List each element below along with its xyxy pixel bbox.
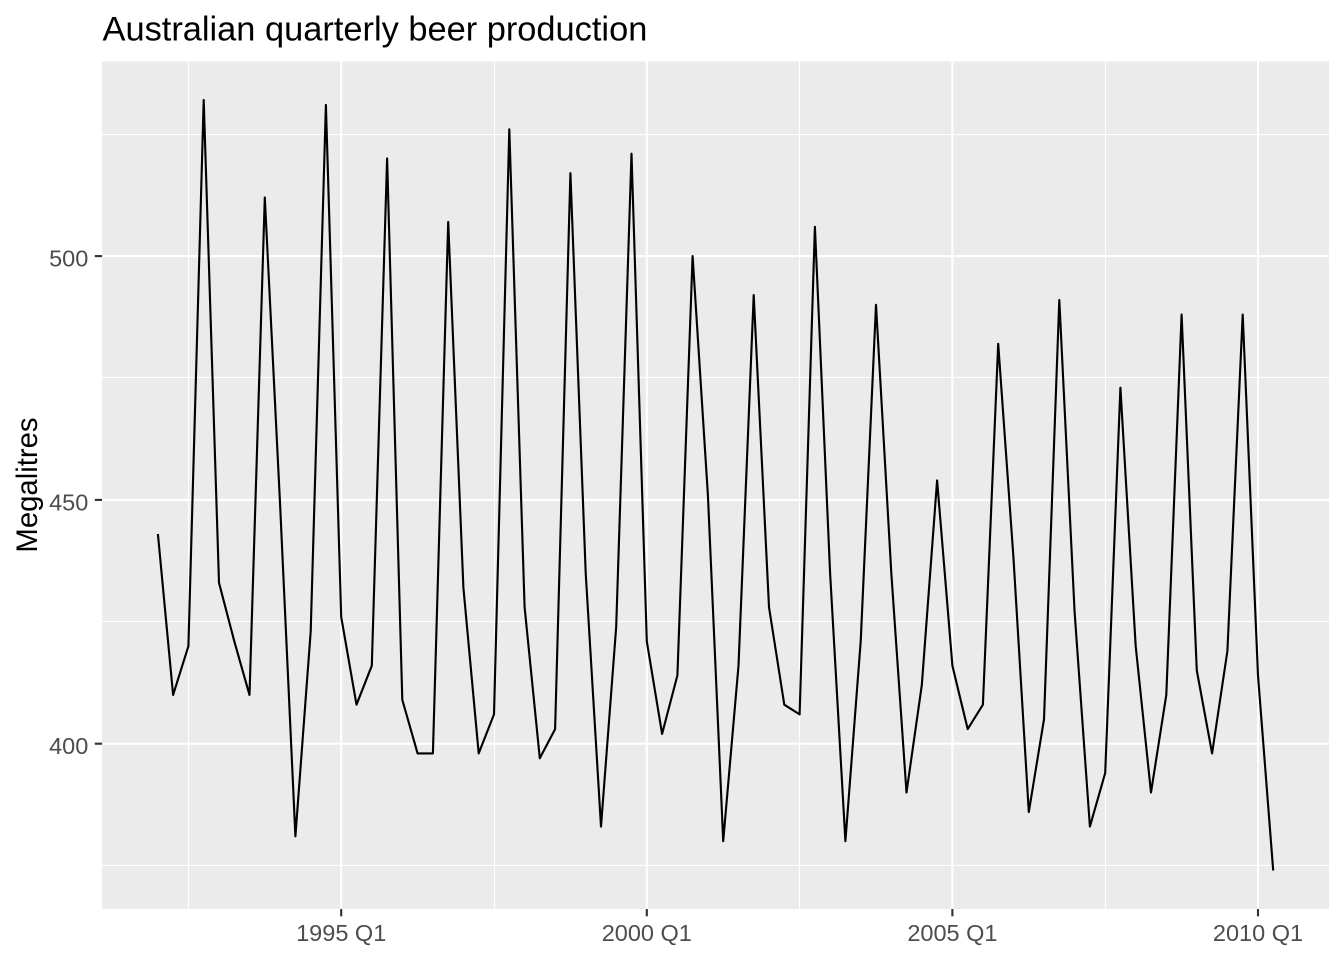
svg-text:400: 400 <box>49 733 88 759</box>
svg-text:Australian quarterly beer prod: Australian quarterly beer production <box>103 11 648 49</box>
svg-text:450: 450 <box>49 489 88 515</box>
svg-text:Megalitres: Megalitres <box>11 417 44 552</box>
svg-text:2010 Q1: 2010 Q1 <box>1213 920 1303 946</box>
svg-text:500: 500 <box>49 246 88 272</box>
svg-text:2000 Q1: 2000 Q1 <box>602 920 692 946</box>
svg-text:2005 Q1: 2005 Q1 <box>907 920 997 946</box>
svg-text:1995 Q1: 1995 Q1 <box>296 920 386 946</box>
